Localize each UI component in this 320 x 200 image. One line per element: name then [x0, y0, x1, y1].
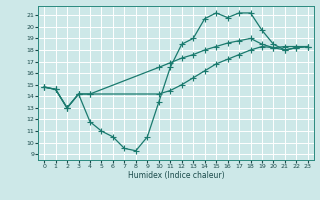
- X-axis label: Humidex (Indice chaleur): Humidex (Indice chaleur): [128, 171, 224, 180]
